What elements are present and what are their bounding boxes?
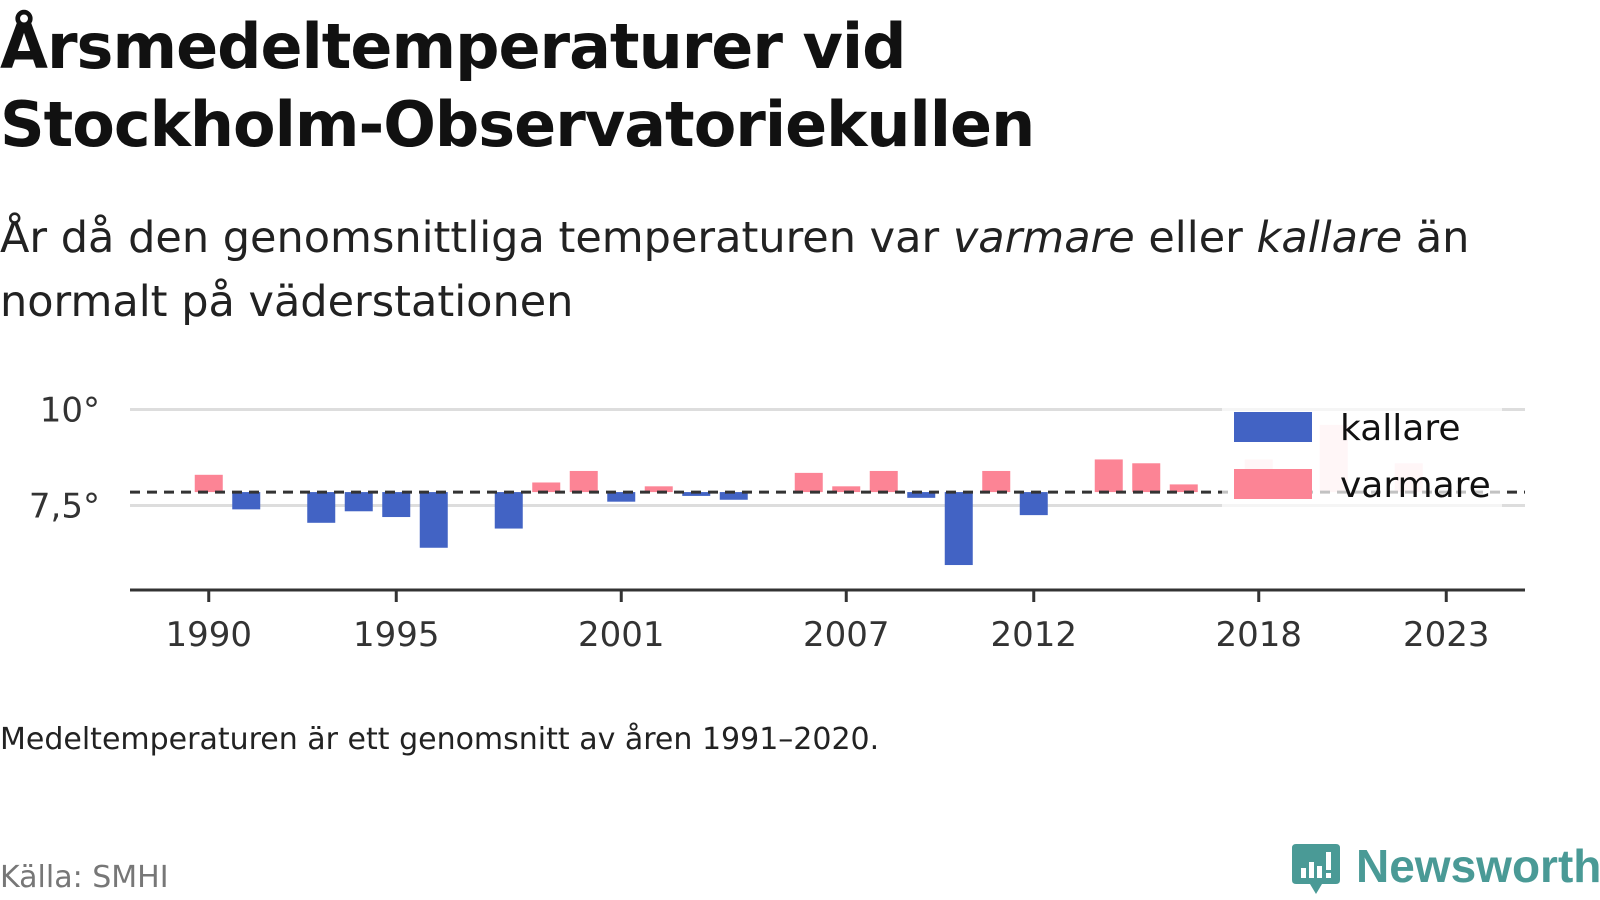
newsworthy-logo-icon xyxy=(1292,844,1340,894)
bar-2010 xyxy=(944,492,973,566)
legend-label-varmare: varmare xyxy=(1340,465,1491,506)
x-tick-label: 1995 xyxy=(353,615,440,655)
y-tick-label: 7,5° xyxy=(29,487,100,527)
bar-2001 xyxy=(607,492,636,502)
y-tick-label: 10° xyxy=(40,391,100,431)
bar-2014 xyxy=(1094,459,1123,493)
page-title: Årsmedeltemperaturer vid Stockholm-Obser… xyxy=(0,8,1035,164)
bar-2007 xyxy=(832,486,861,493)
temperature-bar-chart: 10° 7,5° 1990 1995 2001 2007 2012 2018 2023 kall… xyxy=(29,391,1525,655)
bar-1996 xyxy=(419,492,448,548)
bar-2011 xyxy=(982,470,1011,493)
bar-1998 xyxy=(494,492,523,529)
bar-1990 xyxy=(194,474,223,493)
subtitle-emphasis-colder: kallare xyxy=(1256,213,1403,263)
title-line-2: Stockholm-Observatoriekullen xyxy=(0,88,1035,161)
bar-1993 xyxy=(307,492,336,523)
bar-2003 xyxy=(682,492,711,496)
legend-label-kallare: kallare xyxy=(1340,408,1461,449)
bar-1995 xyxy=(382,492,411,518)
bar-2006 xyxy=(794,472,823,493)
source-credit: Källa: SMHI xyxy=(0,860,169,895)
page-subtitle: År då den genomsnittliga temperaturen va… xyxy=(0,206,1560,334)
bar-1994 xyxy=(344,492,373,512)
bar-2000 xyxy=(569,470,598,493)
chart-footnote: Medeltemperaturen är ett genomsnitt av å… xyxy=(0,722,880,757)
legend-layer: kallare varmare xyxy=(1222,406,1502,524)
x-tick-label: 2001 xyxy=(578,615,665,655)
x-tick-label: 2023 xyxy=(1403,615,1490,655)
brand-name: Newsworthy xyxy=(1356,840,1600,892)
x-tick-label: 2007 xyxy=(803,615,890,655)
axis-layer: 10° 7,5° 1990 1995 2001 2007 2012 2018 2023 xyxy=(29,391,1525,655)
bar-2012 xyxy=(1019,492,1048,516)
bar-2016 xyxy=(1169,484,1198,493)
title-line-1: Årsmedeltemperaturer vid xyxy=(0,10,907,83)
subtitle-part-2: eller xyxy=(1134,213,1257,263)
x-tick-label: 1990 xyxy=(165,615,252,655)
subtitle-part-3: än normalt på väderstationen xyxy=(0,213,1470,327)
subtitle-emphasis-warmer: varmare xyxy=(952,213,1135,263)
subtitle-part-1: År då den genomsnittliga temperaturen va… xyxy=(0,213,953,263)
x-tick-label: 2012 xyxy=(990,615,1077,655)
bar-2009 xyxy=(907,492,936,498)
legend-swatch-kallare xyxy=(1234,412,1312,442)
bar-1991 xyxy=(232,492,261,510)
bar-1999 xyxy=(532,482,561,493)
bar-2004 xyxy=(719,492,748,500)
bar-2002 xyxy=(644,486,673,493)
legend-swatch-varmare xyxy=(1234,469,1312,499)
bar-2015 xyxy=(1132,463,1161,493)
brand-logo: Newsworthy xyxy=(1290,840,1600,900)
bar-2008 xyxy=(869,470,898,493)
x-tick-label: 2018 xyxy=(1215,615,1302,655)
